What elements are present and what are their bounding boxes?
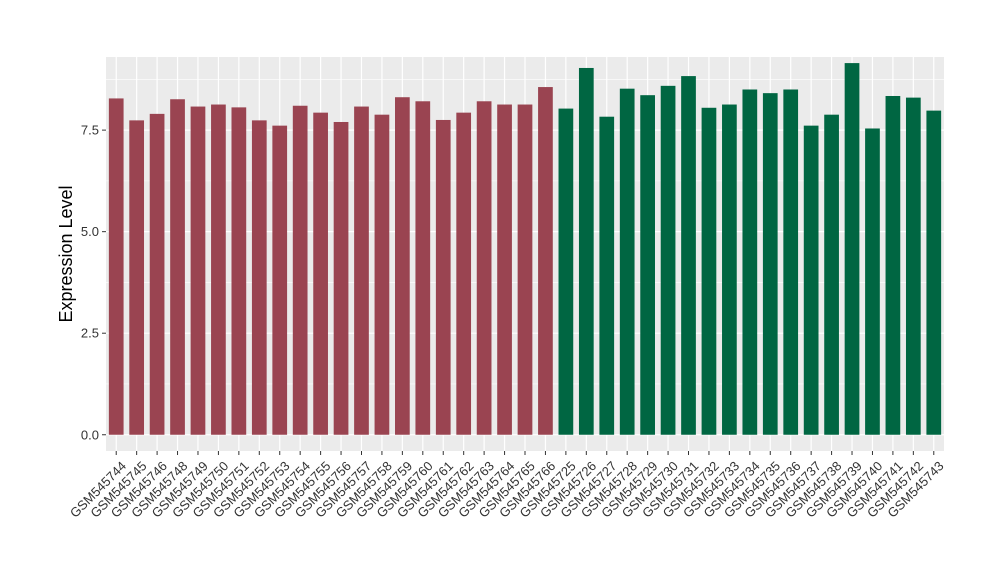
bar <box>333 121 349 435</box>
bar <box>395 97 410 435</box>
bar <box>640 95 655 435</box>
bar <box>824 114 839 435</box>
y-tick-label: 2.5 <box>81 326 99 341</box>
bar <box>170 99 185 435</box>
x-axis: GSM545744GSM545745GSM545746GSM545748GSM5… <box>67 451 947 521</box>
bar <box>742 89 758 435</box>
bar <box>885 95 901 435</box>
bar <box>538 87 553 435</box>
bar <box>354 106 369 435</box>
bar <box>231 107 247 435</box>
bar <box>190 106 206 435</box>
bar <box>272 125 288 435</box>
bar <box>313 112 328 435</box>
bar <box>108 98 124 435</box>
bar <box>251 120 267 435</box>
bar <box>497 104 512 435</box>
bar <box>292 105 308 435</box>
bar <box>783 89 799 435</box>
bars <box>108 63 942 435</box>
bar <box>619 88 635 435</box>
bar <box>701 107 717 435</box>
bar <box>803 125 819 435</box>
bar <box>415 101 431 435</box>
bar <box>211 104 226 435</box>
bar <box>681 76 696 435</box>
bar <box>456 112 472 435</box>
bar <box>558 108 574 435</box>
y-axis-title: Expression Level <box>56 185 76 322</box>
y-tick-label: 5.0 <box>81 224 99 239</box>
y-tick-label: 0.0 <box>81 427 99 442</box>
bar <box>435 119 451 435</box>
y-tick-label: 7.5 <box>81 123 99 138</box>
bar <box>722 104 737 435</box>
bar <box>660 85 676 435</box>
bar <box>905 97 921 435</box>
bar <box>844 63 860 435</box>
bar <box>517 104 533 435</box>
y-axis: 0.0 2.5 5.0 7.5 <box>81 123 106 442</box>
bar <box>374 114 390 435</box>
bar <box>578 67 594 435</box>
bar <box>149 113 165 435</box>
bar <box>599 116 615 435</box>
bar <box>476 101 492 435</box>
bar <box>865 128 880 435</box>
bar <box>129 120 145 435</box>
bar <box>762 93 778 435</box>
bar <box>926 110 942 435</box>
